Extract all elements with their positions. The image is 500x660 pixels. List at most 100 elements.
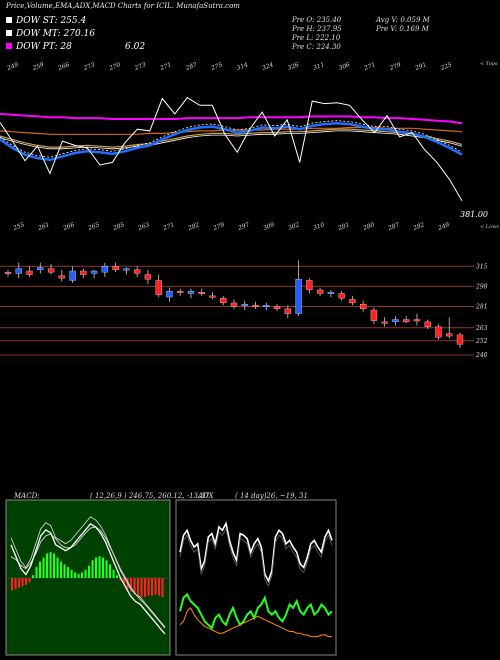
legend-dow-pt-label: DOW PT: 28: [16, 42, 72, 52]
low-tick-label: 249: [436, 221, 450, 232]
candle-body: [220, 298, 227, 304]
adx-frame: [175, 499, 337, 656]
macd-signal-line: [10, 526, 166, 629]
adx-panel: [175, 499, 337, 656]
candle-body: [69, 270, 76, 281]
low-tick-label: 282: [411, 221, 425, 232]
macd-histogram-bar: [112, 569, 115, 578]
top-tick-label: 324: [261, 61, 274, 72]
candle-body: [123, 268, 130, 271]
legend-dow-st: DOW ST: 255.4: [6, 16, 86, 26]
adx-line: [179, 607, 332, 638]
macd-histogram-bar: [21, 578, 24, 587]
top-tick-label: 270: [107, 61, 121, 72]
macd-histogram-bar: [158, 578, 161, 596]
macd-histogram-bar: [14, 578, 17, 589]
tops-label: < Tops: [480, 61, 498, 67]
candle-body: [424, 321, 431, 327]
candle-body: [155, 280, 162, 295]
top-tick-label: 314: [236, 61, 249, 72]
macd-line: [10, 523, 166, 635]
top-tick-label: 273: [82, 61, 96, 72]
candle-body: [198, 292, 205, 294]
candle-body: [252, 305, 259, 307]
level-label: 263: [475, 325, 488, 332]
macd-histogram-bar: [81, 572, 84, 578]
legend-dow-st-label: DOW ST: 255.4: [16, 16, 87, 26]
macd-histogram-bar: [32, 575, 35, 578]
chart-title: Price,Volume,EMA,ADX,MACD Charts for ICI…: [6, 2, 240, 10]
top-tick-label: 275: [209, 61, 223, 72]
low-tick-label: 297: [236, 221, 250, 232]
macd-histogram-bar: [28, 578, 31, 583]
candle-body: [295, 279, 302, 314]
candle-body: [133, 269, 141, 274]
macd-histogram-bar: [11, 578, 14, 591]
macd-histogram-bar: [119, 578, 122, 581]
macd-histogram-bar: [42, 557, 45, 578]
stat-avg-volume: Avg V: 0.059 M: [376, 16, 430, 24]
macd-histogram-bar: [95, 557, 98, 578]
price-ema-panel: 249 259 266 273 270 273 271 287 275 314 324 326 311 3…: [0, 61, 463, 232]
macd-histogram-bar: [67, 567, 70, 578]
candle-body: [338, 293, 345, 299]
candle-body: [241, 303, 248, 306]
macd-histogram-bar: [70, 569, 73, 578]
low-tick-label: 302: [287, 221, 300, 232]
low-tick-label: 287: [386, 221, 400, 232]
macd-histogram-bar: [60, 561, 63, 578]
di-minus-line: [179, 592, 333, 630]
level-label: 252: [475, 338, 488, 345]
macd-histogram-bar: [161, 578, 164, 598]
macd-histogram-bar: [56, 557, 59, 578]
macd-histogram-bar: [63, 564, 66, 578]
macd-histogram-bar: [140, 578, 143, 598]
candle-body: [327, 292, 335, 294]
legend-swatch-icon: [6, 30, 12, 36]
top-tick-label: 249: [5, 61, 19, 72]
low-tick-label: 282: [186, 221, 200, 232]
top-tick-label: 287: [184, 61, 198, 72]
macd-header: MACD:: [14, 492, 40, 500]
macd-histogram-bar: [39, 561, 42, 578]
top-tick-label: 271: [362, 61, 376, 72]
candle-body: [370, 309, 378, 321]
candle-body: [26, 270, 33, 275]
low-tick-label: 280: [361, 221, 375, 232]
legend-dow-pt: DOW PT: 28: [6, 42, 72, 52]
stat-pre-low: Pre L: 222.10: [292, 34, 341, 42]
legend-swatch-icon: [6, 43, 12, 49]
di-plus-line: [179, 521, 333, 583]
low-tick-label: 309: [262, 221, 275, 232]
low-tick-label: 261: [36, 221, 50, 232]
candle-body: [15, 268, 22, 274]
top-tick-label: 326: [287, 61, 300, 72]
low-tick-label: 310: [312, 221, 325, 232]
candle-body: [306, 280, 313, 291]
candle-body: [144, 274, 152, 280]
stat-pre-open: Pre O: 235.40: [292, 16, 342, 24]
low-tick-label: 281: [336, 221, 350, 232]
price-line: [0, 97, 463, 201]
candle-body: [392, 319, 399, 323]
macd-histogram-bar: [151, 578, 154, 596]
macd-histogram-bar: [18, 578, 21, 588]
legend-dow-mt-label: DOW MT: 270.16: [16, 29, 95, 39]
legend-swatch-icon: [6, 17, 12, 23]
last-close-value: 381.00: [460, 210, 488, 219]
macd-histogram-bar: [91, 560, 94, 578]
macd-histogram-bar: [77, 573, 80, 578]
low-tick-label: 263: [136, 221, 150, 232]
macd-histogram-bar: [109, 564, 112, 578]
candle-body: [284, 308, 291, 314]
macd-histogram-bar: [154, 578, 157, 595]
macd-histogram-bar: [88, 565, 91, 578]
candle-body: [413, 319, 421, 322]
level-label: 240: [475, 352, 488, 359]
adx-params: ( 14 day)26, ~19, 31: [235, 492, 308, 500]
macd-histogram-bar: [137, 578, 140, 596]
macd-params: ( 12,26,9 ) 246.75, 260.12, -13.37: [90, 492, 210, 500]
low-tick-label: 279: [211, 221, 225, 232]
macd-panel: [5, 499, 171, 656]
